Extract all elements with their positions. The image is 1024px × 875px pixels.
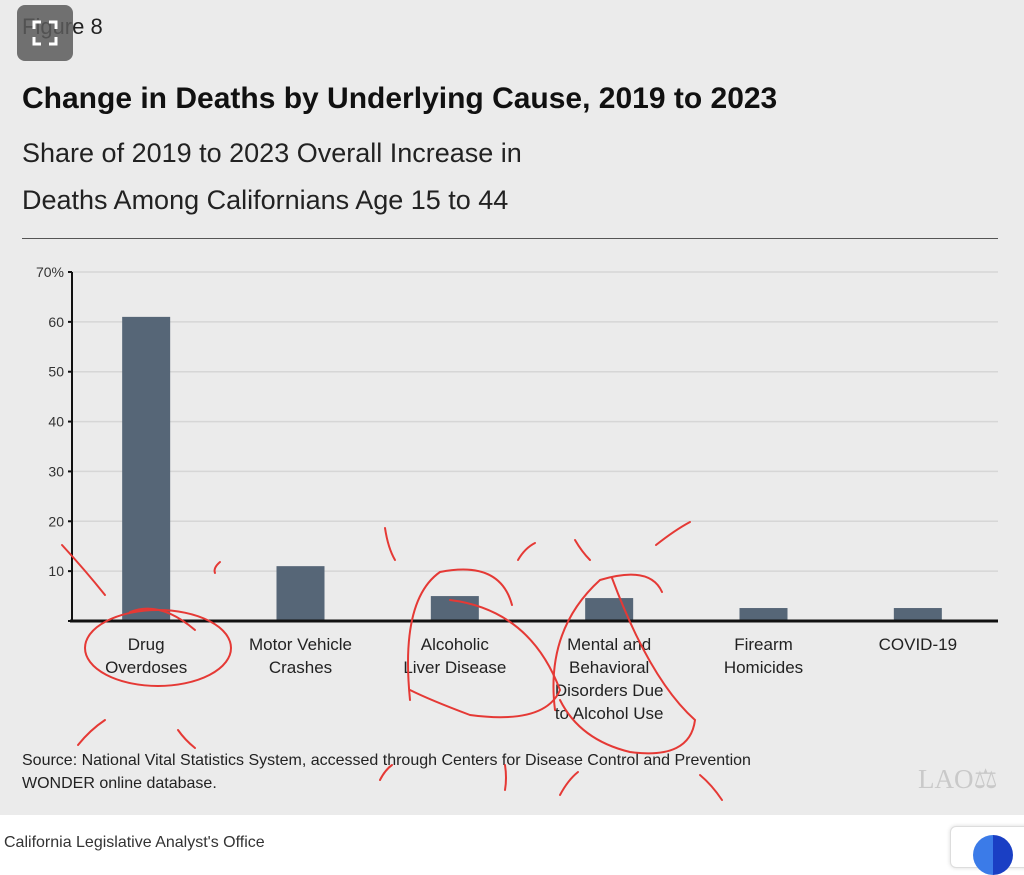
- source-line: WONDER online database.: [22, 775, 217, 792]
- assistant-icon: [973, 835, 1013, 875]
- y-tick-label: 40: [48, 414, 64, 430]
- bar-2: [430, 596, 479, 621]
- bar-3: [585, 598, 634, 621]
- x-tick-label: Alcoholic: [421, 635, 490, 654]
- chart-subtitle: Share of 2019 to 2023 Overall Increase i…: [22, 130, 522, 224]
- y-tick-label: 30: [48, 463, 64, 479]
- source-note: Source: National Vital Statistics System…: [22, 749, 751, 795]
- x-tick-label: COVID-19: [879, 635, 957, 654]
- figure: Figure 8 Change in Deaths by Underlying …: [0, 0, 1024, 815]
- subtitle-line: Deaths Among Californians Age 15 to 44: [22, 185, 509, 215]
- x-tick-label: Crashes: [269, 658, 332, 677]
- x-tick-label: Disorders Due: [555, 681, 664, 700]
- lao-logo: LAO⚖: [918, 764, 998, 794]
- x-tick-label: to Alcohol Use: [555, 704, 664, 723]
- expand-button[interactable]: [17, 5, 73, 61]
- subtitle-line: Share of 2019 to 2023 Overall Increase i…: [22, 138, 522, 168]
- x-tick-label: Overdoses: [105, 658, 187, 677]
- chart-title: Change in Deaths by Underlying Cause, 20…: [22, 82, 778, 115]
- x-tick-label: Firearm: [734, 635, 793, 654]
- source-line: Source: National Vital Statistics System…: [22, 752, 751, 769]
- y-tick-label: 10: [48, 563, 64, 579]
- x-tick-label: Drug: [128, 635, 165, 654]
- x-tick-label: Mental and: [567, 635, 651, 654]
- bar-1: [276, 566, 325, 621]
- bar-0: [122, 316, 171, 621]
- assistant-button[interactable]: [950, 826, 1024, 875]
- bar-5: [893, 608, 942, 621]
- x-tick-label: Homicides: [724, 658, 803, 677]
- footer-caption: California Legislative Analyst's Office: [4, 834, 265, 851]
- x-tick-label: Motor Vehicle: [249, 635, 352, 654]
- y-tick-label: 50: [48, 364, 64, 380]
- y-tick-label: 20: [48, 513, 64, 529]
- fullscreen-icon: [32, 20, 58, 46]
- bar-4: [739, 608, 788, 621]
- bar-chart: 10 20 30 40 50 60 70% Drug Overdoses Motor Vehicl…: [36, 264, 998, 723]
- y-tick-label: 70%: [36, 264, 64, 280]
- x-tick-label: Behavioral: [569, 658, 649, 677]
- x-tick-label: Liver Disease: [403, 658, 506, 677]
- y-tick-label: 60: [48, 314, 64, 330]
- divider: [22, 238, 998, 239]
